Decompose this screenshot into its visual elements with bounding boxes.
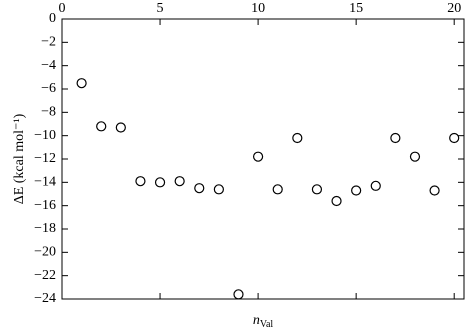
y-tick-label: −22 [34,268,56,283]
x-axis-label-sub: Val [260,319,274,330]
y-tick-label: −6 [41,81,56,96]
x-tick-label: 0 [59,1,66,16]
data-point [213,184,224,195]
data-point [272,184,283,195]
y-tick-label: −18 [34,221,56,236]
data-point [449,132,460,144]
data-point [76,78,87,89]
y-tick-label: −2 [41,35,56,50]
data-point [311,184,323,195]
data-point [390,132,401,144]
data-point [96,121,107,132]
data-point [194,183,205,194]
y-tick-label: −4 [41,58,56,73]
y-tick-label: −20 [34,245,56,260]
data-point [115,122,126,133]
x-tick-label: 20 [447,1,461,16]
y-axis-label: ΔE (kcal mol⁻¹) [12,113,27,204]
data-point [409,151,421,162]
x-axis-label: nVal [253,313,274,330]
y-tick-label: −16 [34,198,56,213]
data-point [351,185,362,196]
data-point [292,132,303,144]
y-tick-label: 0 [49,11,56,26]
data-point [331,195,342,207]
y-tick-label: −10 [34,128,56,143]
data-point [233,289,244,300]
x-tick-label: 10 [251,1,265,16]
data-point [252,151,264,162]
x-tick-label: 15 [349,1,363,16]
plot-frame [61,18,465,300]
y-tick-label: −12 [34,151,56,166]
data-point [370,180,381,191]
data-point [135,176,146,187]
x-axis-label-main: n [253,313,260,328]
x-tick-label: 5 [157,1,164,16]
y-tick-label: −14 [34,175,56,190]
y-tick-label: −24 [34,291,56,306]
data-point [154,177,166,188]
data-point [174,176,185,187]
y-tick-label: −8 [41,105,56,120]
data-point [429,185,440,196]
